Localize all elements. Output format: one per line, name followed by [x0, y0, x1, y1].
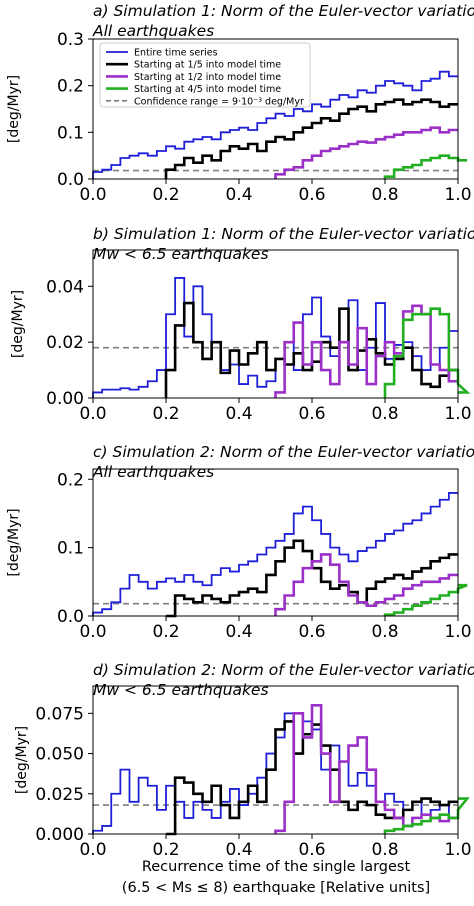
x-tick-label: 0.4 — [225, 840, 252, 860]
panel-title: b) Simulation 1: Norm of the Euler-vecto… — [93, 225, 474, 243]
series-line-3 — [274, 553, 458, 616]
series-line-4 — [383, 797, 470, 834]
legend-frame — [99, 42, 311, 108]
series-line-2 — [164, 98, 458, 179]
y-tick-label: 0.1 — [57, 123, 84, 143]
axes-frame — [92, 249, 459, 399]
x-tick-label: 0.4 — [225, 622, 252, 642]
panel-subtitle: Mw < 6.5 earthquakes — [93, 681, 269, 699]
series-line-4 — [383, 154, 468, 179]
y-tick-label: 0.000 — [35, 825, 84, 845]
panel-title: d) Simulation 2: Norm of the Euler-vecto… — [93, 661, 474, 679]
axes-frame — [92, 685, 459, 835]
y-tick-label: 0.0 — [57, 170, 84, 190]
y-tick-label: 0.0 — [57, 607, 84, 627]
x-tick-label: 0.6 — [298, 840, 325, 860]
x-tick-label: 0.8 — [371, 404, 398, 424]
y-axis-label: [deg/Myr] — [10, 290, 26, 358]
x-tick-label: 0.2 — [152, 404, 179, 424]
x-tick-label: 0.0 — [79, 840, 106, 860]
series-line-2 — [164, 301, 458, 398]
panel-a: a) Simulation 1: Norm of the Euler-vecto… — [6, 2, 474, 205]
x-tick-label: 0.8 — [371, 185, 398, 205]
panel-subtitle: Mw < 6.5 earthquakes — [93, 245, 269, 263]
y-tick-label: 0.04 — [46, 277, 84, 297]
series-line-1 — [92, 492, 458, 616]
x-tick-label: 0.6 — [298, 622, 325, 642]
x-tick-label: 0.4 — [225, 185, 252, 205]
x-tick-label: 0.2 — [152, 622, 179, 642]
y-tick-label: 0.050 — [35, 745, 84, 765]
x-tick-label: 0.2 — [152, 840, 179, 860]
legend-label: Starting at 1/5 into model time — [134, 60, 281, 71]
x-tick-label: 1.0 — [444, 622, 471, 642]
y-tick-label: 0.3 — [57, 30, 84, 50]
legend-label: Entire time series — [134, 48, 218, 59]
panel-title: c) Simulation 2: Norm of the Euler-vecto… — [93, 443, 474, 461]
legend-label: Starting at 4/5 into model time — [134, 84, 281, 95]
x-tick-label: 1.0 — [444, 404, 471, 424]
series-line-3 — [274, 126, 458, 179]
x-tick-label: 0.6 — [298, 185, 325, 205]
panel-subtitle: All earthquakes — [92, 463, 214, 481]
y-tick-label: 0.025 — [35, 785, 84, 805]
y-axis-label: [deg/Myr] — [14, 726, 30, 794]
x-tick-label: 0.4 — [225, 404, 252, 424]
x-tick-label: 0.6 — [298, 404, 325, 424]
axes-frame — [92, 468, 459, 617]
y-tick-label: 0.075 — [35, 704, 84, 724]
panel-c: c) Simulation 2: Norm of the Euler-vecto… — [6, 443, 474, 642]
panel-subtitle: All earthquakes — [92, 22, 214, 40]
legend-label: Starting at 1/2 into model time — [134, 72, 281, 83]
legend-label: Confidence range = 9·10⁻³ deg/Myr — [134, 96, 304, 107]
x-tick-label: 0.2 — [152, 185, 179, 205]
axes-frame — [92, 38, 459, 180]
series-line-3 — [274, 704, 458, 834]
panel-title: a) Simulation 1: Norm of the Euler-vecto… — [93, 2, 474, 20]
x-tick-label: 1.0 — [444, 840, 471, 860]
panel-b: b) Simulation 1: Norm of the Euler-vecto… — [10, 225, 474, 424]
panel-d: d) Simulation 2: Norm of the Euler-vecto… — [14, 661, 474, 860]
x-tick-label: 0.8 — [371, 840, 398, 860]
y-tick-label: 0.2 — [57, 77, 84, 97]
series-line-4 — [383, 583, 468, 616]
x-tick-label: 0.0 — [79, 404, 106, 424]
x-tick-label: 0.0 — [79, 185, 106, 205]
y-axis-label: [deg/Myr] — [6, 75, 22, 143]
x-tick-label: 1.0 — [444, 185, 471, 205]
y-tick-label: 0.1 — [57, 539, 84, 559]
y-tick-label: 0.2 — [57, 470, 84, 490]
series-line-2 — [166, 539, 458, 618]
x-tick-label: 0.0 — [79, 622, 106, 642]
y-tick-label: 0.02 — [46, 333, 84, 353]
y-tick-label: 0.00 — [46, 389, 84, 409]
x-tick-label: 0.8 — [371, 622, 398, 642]
series-line-1 — [92, 70, 458, 179]
x-axis-label-line2: (6.5 < Ms ≤ 8) earthquake [Relative unit… — [122, 880, 430, 896]
x-axis-label-line1: Recurrence time of the single largest — [142, 859, 411, 875]
y-axis-label: [deg/Myr] — [6, 508, 22, 576]
